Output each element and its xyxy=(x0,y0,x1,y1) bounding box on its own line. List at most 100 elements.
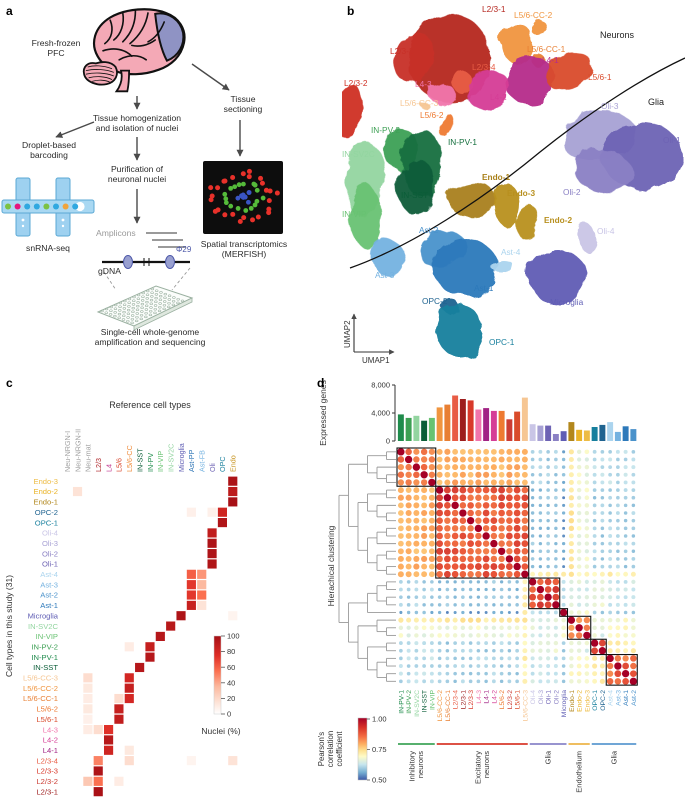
correlation-dot xyxy=(443,494,452,502)
correlation-dot xyxy=(499,648,504,653)
cluster-row-label: Ast-2 xyxy=(40,591,58,600)
plate-well xyxy=(154,296,158,300)
bar-axis-tick-label: 4,000 xyxy=(371,409,390,418)
plate-well xyxy=(132,295,136,299)
merfish-dot-green xyxy=(222,191,228,197)
umap-cluster-blob xyxy=(577,224,595,250)
correlation-dot xyxy=(506,617,512,623)
correlation-dot xyxy=(576,487,582,493)
correlation-dot xyxy=(576,656,582,661)
correlation-dot xyxy=(484,664,489,668)
correlation-dot xyxy=(476,664,481,668)
plate-wells xyxy=(100,287,185,325)
umap-cluster-blob xyxy=(546,53,594,91)
correlation-dot xyxy=(546,465,550,469)
region-label-neurons: Neurons xyxy=(600,30,635,40)
panel-letter-b: b xyxy=(347,4,355,18)
correlation-dot xyxy=(490,570,498,578)
correlation-dot xyxy=(592,449,597,454)
reference-column-label: Microglia xyxy=(177,443,186,472)
correlation-dot xyxy=(537,571,543,577)
umap-cluster-blob xyxy=(420,104,432,112)
correlation-dot xyxy=(475,471,482,478)
plate-well xyxy=(154,293,159,296)
plate-well xyxy=(113,314,117,318)
merfish-dot-blue xyxy=(239,193,244,199)
correlation-dot xyxy=(562,549,566,553)
correlation-dot xyxy=(513,517,521,525)
heatmap-cell xyxy=(186,569,196,579)
matrix-column-label: L5/6-CC-3 xyxy=(522,690,529,722)
correlation-dot xyxy=(398,602,403,607)
correlation-dot xyxy=(428,533,435,539)
correlation-dot xyxy=(445,602,450,607)
correlation-dot xyxy=(631,465,636,470)
reference-column-label: Neu-mat xyxy=(84,444,93,472)
correlation-dot xyxy=(397,540,404,547)
correlation-dot xyxy=(592,534,597,538)
expressed-genes-bar xyxy=(514,411,521,441)
correlation-dot xyxy=(476,671,481,676)
correlation-dot xyxy=(515,671,519,676)
correlation-dot xyxy=(459,532,467,540)
correlation-dot xyxy=(443,555,451,563)
correlation-dot xyxy=(616,472,620,477)
correlation-dot xyxy=(561,541,566,546)
correlation-dot xyxy=(554,534,558,538)
expressed-genes-bar xyxy=(583,430,590,441)
correlation-dot xyxy=(608,534,613,538)
correlation-dot xyxy=(398,587,403,592)
correlation-dot xyxy=(484,671,488,676)
correlation-dot xyxy=(614,678,622,685)
cluster-row-label: Oli-2 xyxy=(42,549,58,558)
correlation-dot xyxy=(490,539,498,548)
correlation-dot xyxy=(468,648,473,653)
correlation-dot xyxy=(568,472,574,478)
plate-well xyxy=(145,293,150,296)
correlation-dot xyxy=(631,625,636,631)
correlation-dot xyxy=(631,579,636,584)
correlation-dot xyxy=(561,457,566,462)
correlation-dot xyxy=(475,532,482,540)
correlation-dot xyxy=(576,679,582,684)
correlation-dot xyxy=(406,587,411,592)
correlation-dot xyxy=(428,563,435,570)
correlation-dot xyxy=(552,593,560,601)
correlation-dot xyxy=(561,511,566,515)
plate-well xyxy=(113,311,117,314)
plate-well xyxy=(136,297,141,300)
correlation-dot xyxy=(615,625,621,631)
correlation-dot xyxy=(623,518,628,523)
correlation-dot xyxy=(421,548,427,555)
correlation-dot xyxy=(468,656,473,661)
correlation-dot xyxy=(513,555,521,563)
correlation-dot xyxy=(576,525,582,531)
correlation-dot xyxy=(631,557,636,561)
correlation-dot xyxy=(600,549,605,554)
matrix-column-label: Endo-3 xyxy=(584,690,591,712)
correlation-dot xyxy=(546,450,550,454)
correlation-dot xyxy=(576,610,582,615)
correlation-dot xyxy=(616,518,620,523)
correlation-dot xyxy=(600,633,605,638)
group-band-label: Inhibitory xyxy=(408,751,417,782)
correlation-dot xyxy=(592,587,597,592)
panel-letter-c: c xyxy=(6,376,13,390)
correlation-dot xyxy=(498,532,505,540)
plate-well xyxy=(108,313,113,316)
correlation-dot xyxy=(413,487,420,494)
label-phi29: Φ29 xyxy=(176,245,192,254)
correlation-dot xyxy=(615,571,621,577)
group-band-label: neurons xyxy=(482,751,491,778)
correlation-dot xyxy=(483,633,489,638)
plate-well xyxy=(123,299,127,303)
correlation-dot xyxy=(428,555,435,562)
correlation-dot xyxy=(576,518,582,523)
correlation-dot xyxy=(506,464,513,471)
plate-well xyxy=(135,315,139,319)
correlation-dot xyxy=(459,540,467,547)
correlation-dot xyxy=(405,563,412,570)
correlation-dot xyxy=(629,677,638,686)
correlation-dot xyxy=(608,587,613,592)
correlation-dot xyxy=(546,557,550,561)
